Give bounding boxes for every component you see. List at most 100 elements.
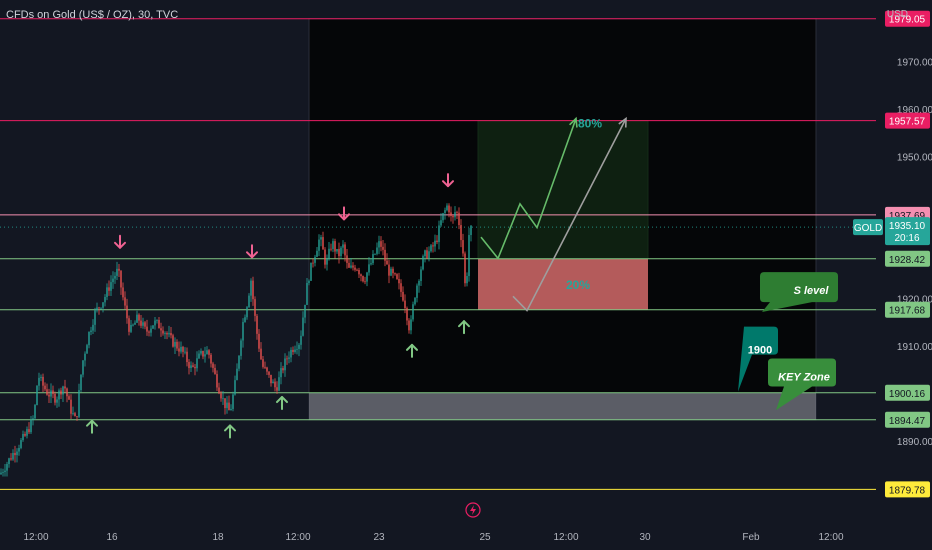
candle-body <box>136 314 138 323</box>
candle-body <box>196 358 198 369</box>
time-tick-7: 30 <box>639 532 651 543</box>
candle-body <box>262 359 264 367</box>
callout-s-level-shape[interactable] <box>760 272 838 312</box>
level-price-badge-0[interactable] <box>885 10 930 27</box>
symbol-title[interactable]: CFDs on Gold (US$ / OZ), 30, TVC <box>6 9 179 21</box>
candle-body <box>126 305 128 319</box>
sell-arrow-8[interactable] <box>442 173 454 188</box>
candle-body <box>282 368 284 371</box>
candle-body <box>444 210 446 214</box>
candle-body <box>298 344 300 349</box>
candle-body <box>422 256 424 270</box>
candle-body <box>14 452 16 456</box>
buy-arrow-1[interactable] <box>224 424 236 439</box>
candle-body <box>60 390 62 395</box>
candle-body <box>316 250 318 257</box>
buy-arrow-4[interactable] <box>458 320 470 335</box>
candle-body <box>142 322 144 326</box>
candle-body <box>462 240 464 254</box>
candle-body <box>184 351 186 353</box>
level-price-badge-7[interactable] <box>885 481 930 498</box>
candle-body <box>26 429 28 436</box>
candle-body <box>460 225 462 241</box>
candle-body <box>228 402 230 411</box>
candle-body <box>212 363 214 368</box>
candle-body <box>244 317 246 323</box>
candle-body <box>412 304 414 320</box>
candle-body <box>370 263 372 265</box>
level-price-label-2: 1937.69 <box>889 211 926 222</box>
candle-body <box>204 354 206 357</box>
candle-body <box>416 285 418 298</box>
sell-arrow-7[interactable] <box>338 206 350 221</box>
candle-body <box>300 335 302 345</box>
candle-body <box>110 282 112 291</box>
candle-body <box>392 268 394 274</box>
price-tick-3: 1920.00 <box>897 295 932 306</box>
candle-body <box>350 265 352 268</box>
candle-body <box>354 267 356 270</box>
level-price-badge-4[interactable] <box>885 301 930 318</box>
candle-body <box>342 244 344 248</box>
candle-body <box>382 246 384 250</box>
buy-arrow-2[interactable] <box>276 396 288 411</box>
candle-body <box>62 386 64 395</box>
candle-body <box>164 333 166 334</box>
candle-body <box>276 387 278 391</box>
callout-key-zone-shape[interactable] <box>768 358 836 411</box>
buy-arrow-0[interactable] <box>86 419 98 434</box>
sell-arrow-5[interactable] <box>114 234 126 249</box>
candle-body <box>458 212 460 226</box>
current-price-badge[interactable] <box>885 217 930 246</box>
event-marker-icon[interactable] <box>465 502 481 518</box>
time-tick-0: 12:00 <box>23 532 48 543</box>
candle-body <box>22 433 24 441</box>
symbol-badge[interactable] <box>853 219 883 236</box>
level-price-label-1: 1957.57 <box>889 117 926 128</box>
candle-body <box>90 330 92 332</box>
candle-body <box>76 416 78 417</box>
candle-body <box>176 341 178 349</box>
candle-body <box>250 280 252 296</box>
candle-body <box>100 307 102 309</box>
buy-arrow-3[interactable] <box>406 343 418 358</box>
symbol-badge-text: GOLD <box>854 223 882 234</box>
candle-body <box>72 413 74 414</box>
candle-body <box>0 472 2 475</box>
price-axis-bg <box>876 0 932 550</box>
sell-arrow-6[interactable] <box>246 244 258 259</box>
level-price-badge-5[interactable] <box>885 384 930 401</box>
time-tick-1: 16 <box>106 532 118 543</box>
candle-body <box>328 248 330 259</box>
candle-body <box>364 281 366 283</box>
candle-body <box>30 419 32 433</box>
callout-1900-shape[interactable] <box>738 326 778 392</box>
target-percent-label: 80% <box>578 117 602 131</box>
candle-body <box>80 374 82 391</box>
candle-body <box>314 256 316 263</box>
level-price-badge-1[interactable] <box>885 112 930 129</box>
candle-body <box>394 273 396 275</box>
candle-body <box>58 390 60 400</box>
level-price-badge-6[interactable] <box>885 411 930 428</box>
candle-body <box>324 249 326 265</box>
candle-body <box>8 458 10 465</box>
candle-body <box>414 297 416 305</box>
candle-body <box>148 331 150 333</box>
time-tick-6: 12:00 <box>553 532 578 543</box>
candle-body <box>378 241 380 248</box>
candle-body <box>310 262 312 281</box>
price-tick-4: 1910.00 <box>897 342 932 353</box>
candle-body <box>114 275 116 279</box>
candle-body <box>428 251 430 259</box>
candle-body <box>116 268 118 276</box>
candle-body <box>334 241 336 252</box>
candle-body <box>186 351 188 363</box>
candle-body <box>424 250 426 257</box>
level-price-label-4: 1917.68 <box>889 306 926 317</box>
price-tick-2: 1950.00 <box>897 152 932 163</box>
level-price-badge-3[interactable] <box>885 250 930 267</box>
level-price-label-0: 1979.05 <box>889 15 926 26</box>
